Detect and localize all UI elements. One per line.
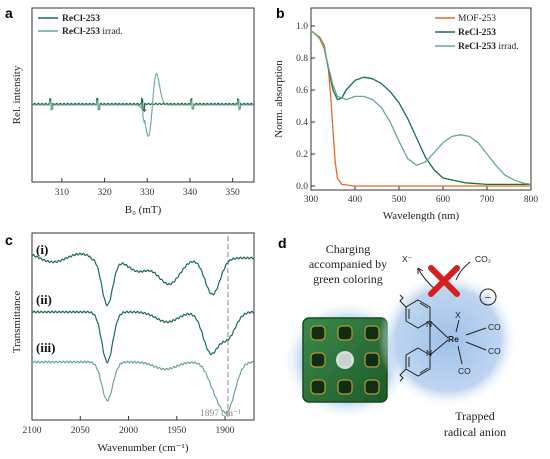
x-tick-label-b: 400 (348, 195, 363, 205)
legend-label-recl253-b: ReCl-253 (458, 28, 496, 38)
legend-label-recl253: ReCl-253 (62, 14, 100, 24)
x-tick-label-b: 300 (304, 195, 319, 205)
trapped-text-line2: radical anion (444, 425, 506, 439)
axis-ticks-b: 300 400 500 600 700 800 0.0 0.2 0.4 0.6 0.8 1.0 (296, 22, 538, 205)
charging-text-line3: green coloring (313, 272, 383, 286)
y-tick-label-b: 0.4 (296, 118, 308, 128)
x-tick-label-c: 1950 (167, 426, 186, 436)
x-ticks-a: 310 320 330 340 350 (55, 178, 240, 198)
line-c-1 (31, 252, 255, 307)
mof-pore (337, 325, 353, 341)
mof-pores (310, 325, 380, 395)
n-label-top: N (426, 319, 432, 329)
x-minus-label: X⁻ (402, 254, 413, 264)
line-c-2 (31, 310, 255, 364)
co-label-3: CO (458, 366, 471, 376)
mof-pore (310, 352, 326, 368)
arrow-co2 (455, 261, 471, 281)
mof-pore (364, 352, 380, 368)
x-tick-label-c: 2100 (23, 426, 42, 436)
label-i: (i) (36, 242, 48, 257)
y-tick-label-b: 1.0 (296, 22, 308, 32)
arrowhead-x (417, 267, 424, 274)
panel-b: b Norm. absorption Wavelength (nm) 300 40… (273, 5, 538, 222)
y-axis-label-a: Rel. intensity (11, 65, 23, 124)
mof-pore (364, 325, 380, 341)
annotation-asterisk: * (142, 108, 147, 118)
line-recl-253-irrad--b (310, 30, 532, 186)
trapped-text-line1: Trapped (455, 409, 495, 423)
mof-pore (364, 379, 380, 395)
x-tick-label-b: 500 (392, 195, 407, 205)
panel-label-b: b (276, 5, 285, 21)
line-c-3 (31, 360, 255, 415)
plot-frame-c (31, 232, 255, 421)
n-label-bottom: N (426, 348, 432, 358)
bipyridine-ligand (399, 294, 449, 382)
radical-charge-sign: − (485, 292, 491, 304)
x-tick-label-a: 340 (183, 188, 198, 198)
legend-label-recl253-irrad: ReCl-253 irrad. (62, 27, 123, 37)
panel-c: c Transmittance Wavenumber (cm⁻¹) 2100 20… (5, 232, 255, 454)
y-axis-label-c: Transmittance (11, 291, 23, 354)
mof-pore (310, 379, 326, 395)
series-a (31, 73, 254, 137)
x-tick-label-c: 1900 (216, 426, 235, 436)
panel-label-a: a (5, 5, 13, 21)
line-recl253-irrad-a (32, 73, 254, 137)
series-c (31, 252, 255, 415)
marker-label-1897: 1897 cm⁻¹ (200, 409, 241, 419)
panel-d: d Charging accompanied by green coloring… (278, 235, 518, 439)
panel-label-c: c (5, 232, 13, 248)
series-b (310, 30, 532, 187)
x-tick-label-c: 2050 (71, 426, 90, 436)
co2-label: CO₂ (475, 254, 491, 264)
re-label: Re (448, 334, 459, 344)
mof-center-highlight (336, 351, 354, 369)
co-label-1: CO (488, 322, 501, 332)
re-bonds (455, 319, 487, 365)
x-ligand-label: X (455, 310, 461, 320)
y-tick-label-b: 0.0 (296, 182, 308, 192)
panel-a: a Rel. intensity B₀ (mT) 310 320 330 340 350… (5, 5, 255, 216)
y-axis-label-b: Norm. absorption (273, 60, 285, 138)
red-cross-icon (428, 265, 460, 297)
charging-text-line1: Charging (326, 242, 370, 256)
legend-label-recl253-irrad-b: ReCl-253 irrad. (458, 42, 519, 52)
x-ticks-c: 2100 2050 2000 1950 1900 (23, 416, 235, 436)
y-tick-label-b: 0.2 (296, 150, 308, 160)
x-tick-label-b: 800 (524, 195, 539, 205)
co-label-2: CO (488, 346, 501, 356)
charging-text-line2: accompanied by (309, 257, 387, 271)
plot-frame-a (31, 7, 255, 183)
x-axis-label-b: Wavelength (nm) (383, 210, 460, 222)
mof-pore (337, 379, 353, 395)
label-ii: (ii) (36, 292, 52, 307)
line-recl-253-b (310, 30, 531, 186)
x-tick-label-c: 2000 (119, 426, 138, 436)
x-tick-label-a: 350 (226, 188, 241, 198)
line-mof-253-b (310, 30, 531, 187)
mof-pore (310, 325, 326, 341)
legend-label-mof253: MOF-253 (458, 14, 496, 24)
x-tick-label-b: 600 (436, 195, 451, 205)
y-tick-label-b: 0.6 (296, 86, 308, 96)
x-axis-label-a: B₀ (mT) (125, 204, 162, 216)
x-tick-label-a: 330 (140, 188, 155, 198)
panel-label-d: d (278, 235, 287, 251)
x-tick-label-a: 320 (97, 188, 112, 198)
radical-charge-circle (479, 288, 497, 306)
x-axis-label-c: Wavenumber (cm⁻¹) (98, 442, 189, 454)
label-iii: (iii) (36, 340, 56, 355)
x-tick-label-b: 700 (480, 195, 495, 205)
y-tick-label-b: 0.8 (296, 54, 308, 64)
x-tick-label-a: 310 (55, 188, 70, 198)
plot-frame-b (310, 7, 532, 191)
